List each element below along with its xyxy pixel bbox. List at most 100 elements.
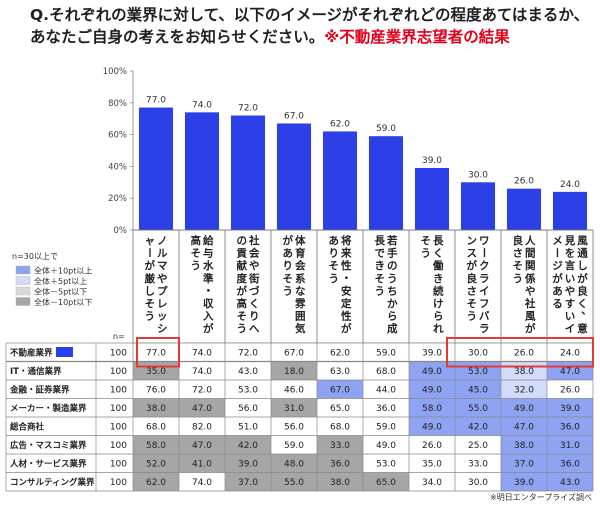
- bar-value-label: 62.0: [330, 119, 350, 129]
- table-cell: [363, 472, 409, 491]
- table-cell: [133, 343, 179, 362]
- title-line-1: Q.それぞれの業界に対して、以下のイメージがそれぞれどの程度あてはまるか、: [30, 6, 590, 24]
- table-cell: [179, 398, 225, 417]
- category-label-char: 若: [386, 234, 398, 247]
- category-label-char: 意: [577, 322, 588, 335]
- category-label-char: 定: [340, 297, 352, 310]
- legend-swatch: [15, 297, 31, 306]
- table-cell: [179, 361, 225, 380]
- category-label-char: そ: [145, 298, 156, 310]
- table-cell: [317, 417, 363, 436]
- category-label-char: う: [283, 285, 294, 297]
- table-cell: [455, 472, 501, 491]
- table-cell: [225, 417, 271, 436]
- category-label-char: ク: [479, 260, 490, 272]
- row-n: 100: [110, 367, 127, 377]
- table-cell: [271, 398, 317, 417]
- table-cell: [547, 472, 593, 491]
- table-value: 38.0: [514, 367, 534, 377]
- table-value: 62.0: [330, 349, 350, 359]
- table-value: 35.0: [146, 367, 166, 377]
- category-label-char: ャ: [145, 235, 156, 247]
- category-label-char: や: [249, 260, 260, 272]
- table-cell: [501, 343, 547, 362]
- table-value: 32.0: [514, 386, 534, 396]
- category-label-char: 長: [375, 235, 386, 247]
- title-highlight: ※不動産業界志望者の結果: [324, 28, 510, 46]
- table-cell: [317, 454, 363, 473]
- category-label-char: 手: [387, 247, 398, 260]
- table-value: 24.0: [560, 349, 580, 359]
- category-label-char: 街: [248, 272, 260, 285]
- category-label-char: そ: [191, 248, 202, 260]
- category-label-char: い: [565, 273, 576, 285]
- table-value: 74.0: [192, 478, 212, 488]
- table-value: 77.0: [146, 349, 166, 359]
- table-cell: [271, 361, 317, 380]
- table-value: 39.0: [238, 460, 258, 470]
- row-label: IT・通信業界: [10, 366, 62, 377]
- category-label-char: く: [577, 298, 588, 310]
- category-label-char: が: [577, 272, 588, 285]
- table-value: 68.0: [330, 423, 350, 433]
- table-value: 82.0: [192, 423, 212, 433]
- category-label-char: レ: [157, 298, 168, 310]
- bar: [368, 136, 404, 230]
- category-label-char: を: [565, 248, 576, 260]
- table-cell: [547, 435, 593, 454]
- bar: [138, 107, 174, 230]
- legend-swatch: [15, 286, 31, 296]
- category-label-char: 風: [525, 311, 536, 323]
- legend-title: n=30以上で: [12, 252, 58, 261]
- category-label-char: 将: [341, 234, 352, 247]
- bar-value-label: 59.0: [376, 124, 396, 134]
- table-cell: [225, 361, 271, 380]
- table-value: 31.0: [560, 441, 580, 451]
- category-label-char: ジ: [552, 260, 563, 272]
- table-cell: [409, 343, 455, 362]
- table-cell: [409, 398, 455, 417]
- category-label-char: り: [283, 260, 294, 272]
- category-label-char: し: [145, 285, 156, 297]
- table-value: 36.0: [560, 423, 580, 433]
- table-cell: [547, 343, 593, 362]
- category-label-char: 風: [577, 235, 588, 247]
- table-cell: [547, 380, 593, 399]
- row-n: 100: [110, 423, 127, 433]
- table-value: 49.0: [422, 423, 442, 433]
- category-label-char: フ: [479, 298, 490, 310]
- category-label-char: さ: [467, 285, 478, 297]
- table-cell: [317, 380, 363, 399]
- category-label-char: さ: [513, 248, 524, 260]
- bar: [184, 112, 220, 230]
- table-value: 47.0: [560, 367, 580, 377]
- category-label-char: ー: [477, 247, 489, 258]
- category-label-char: の: [387, 260, 398, 272]
- table-value: 18.0: [284, 367, 304, 377]
- category-label-char: が: [145, 259, 156, 272]
- category-label-char: い: [565, 311, 576, 323]
- category-label-char: き: [433, 273, 444, 285]
- legend-label: 全体＋10pt以上: [34, 266, 92, 276]
- category-label-char: 育: [295, 247, 306, 260]
- table-cell: [317, 472, 363, 491]
- table-value: 68.0: [376, 367, 396, 377]
- table-value: 43.0: [238, 367, 258, 377]
- table-cell: [179, 472, 225, 491]
- table-cell: [409, 417, 455, 436]
- category-label-char: が: [237, 284, 248, 297]
- y-tick-label: 20%: [108, 194, 127, 204]
- table-value: 49.0: [422, 386, 442, 396]
- category-label-char: プ: [157, 284, 168, 297]
- row-label: メーカー・製造業界: [10, 403, 87, 414]
- category-label-char: う: [191, 260, 202, 272]
- category-label-char: 気: [294, 322, 306, 335]
- table-value: 36.0: [376, 404, 396, 414]
- bar-value-label: 77.0: [146, 96, 166, 106]
- table-value: 49.0: [376, 441, 396, 451]
- table-cell: [133, 398, 179, 417]
